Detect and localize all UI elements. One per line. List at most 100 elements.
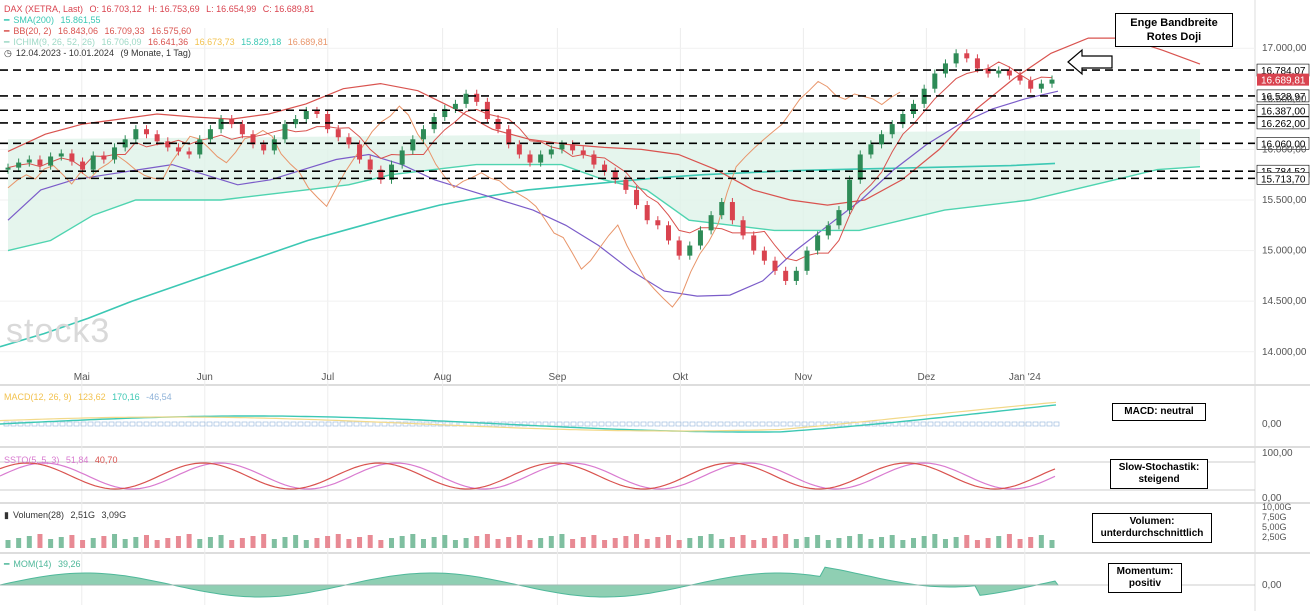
volume-bar [985,538,991,548]
volume-bar [740,535,746,548]
level-label: 16.262,00 [1261,119,1306,130]
volume-bar [442,535,448,548]
price-tick: 17.000,00 [1262,43,1307,54]
candle-body [772,260,778,271]
volume-axis-label: 7,50G [1262,512,1287,522]
macd-histogram-bar [927,421,934,427]
volume-bar [271,539,277,548]
candle-body [16,162,22,168]
macd-histogram-bar [304,421,311,427]
volume-axis-label: 2,50G [1262,532,1287,542]
macd-histogram-bar [269,421,276,427]
macd-histogram-bar [171,421,178,427]
macd-histogram-bar [654,421,661,427]
macd-histogram-bar [1039,421,1046,427]
candle-body [165,141,171,148]
candle-body [634,189,640,206]
bb-upper: 16.843,06 [57,26,99,36]
macd-histogram-bar [605,421,612,427]
candle-body [942,63,948,74]
macd-histogram-bar [395,421,402,427]
volume-bar [1038,535,1044,548]
macd-histogram-bar [745,421,752,427]
macd-histogram-bar [143,421,150,427]
macd-histogram-bar [948,421,955,427]
volume-bar [836,538,842,548]
volume-bar [591,535,597,548]
candle-body [751,235,757,251]
candle-body [729,202,735,221]
macd-histogram-bar [738,421,745,427]
candle-body [335,129,341,138]
macd-histogram-bar [227,421,234,427]
bb-lower-line [7,90,1059,297]
volume-bar [282,537,288,548]
candle-body [357,144,363,160]
bb-lower: 16.575,60 [151,26,192,36]
volume-bar [655,537,661,548]
candle-body [218,119,224,130]
macd-histogram-bar [73,421,80,427]
volume-bar [69,535,75,548]
volume-bar [538,538,544,548]
month-label: Okt [673,372,689,383]
volume-bar [112,534,118,548]
macd-histogram-bar [276,421,283,427]
macd-histogram-bar [717,421,724,427]
macd-histogram-bar [724,421,731,427]
macd-histogram-bar [241,421,248,427]
volume-bar [101,536,107,548]
candle-body [271,139,277,151]
kijun-line [7,163,1201,252]
mom-label: MOM(14) [13,559,52,569]
volume-bar [1017,539,1023,548]
candle-body [655,220,661,226]
candle-body [591,154,597,165]
candle-body [143,129,149,135]
candle-body [474,93,480,102]
callout-volume: Volumen: unterdurchschnittlich [1092,513,1212,543]
volume-axis-label: 5,00G [1262,522,1287,532]
ohlc-high: H: 16.753,69 [148,4,200,14]
candle-body [538,154,544,163]
candle-body [857,154,863,180]
candle-body [399,150,405,165]
candle-body [229,119,235,125]
level-label: 16.784,07 [1261,66,1306,77]
candle-body [314,110,320,114]
macd-histogram-bar [577,421,584,427]
macd-histogram-bar [318,421,325,427]
macd-histogram-bar [913,421,920,427]
macd-histogram-bar [962,421,969,427]
candle-body [346,137,352,145]
volume-label: Volumen(28) [12,510,64,520]
macd-histogram-bar [801,421,808,427]
macd-histogram-bar [1025,421,1032,427]
macd-histogram-bar [248,421,255,427]
macd-histogram-bar [87,421,94,427]
stoch-k-line [0,462,1056,490]
volume-bar [708,534,714,548]
candle-body [761,250,767,261]
volume-bar [879,537,885,548]
ohlc-close: C: 16.689,81 [262,4,315,14]
macd-histogram-bar [766,421,773,427]
macd-histogram-bar [325,421,332,427]
macd-histogram-bar [157,421,164,427]
legend-instrument: DAX (XETRA, Last) O: 16.703,12 H: 16.753… [4,4,332,15]
date-period: (9 Monate, 1 Tag) [120,48,191,58]
volume-bar [48,539,54,548]
macd-v3: -46,54 [146,392,172,402]
macd-v2: 170,16 [112,392,140,402]
legend-bb: ━ BB(20, 2) 16.843,06 16.709,33 16.575,60 [4,26,192,36]
macd-histogram-bar [808,421,815,427]
macd-histogram-bar [283,421,290,427]
macd-panel: 0,00 [0,401,1282,433]
macd-histogram-bar [787,421,794,427]
candle-body [463,93,469,104]
volume-bar [474,536,480,548]
price-axis: 17.000,00 16.500,00 16.000,00 15.500,00 15.0… [1262,43,1307,358]
macd-histogram-bar [1046,421,1053,427]
volume-bar [335,534,341,548]
candle-body [1017,75,1023,81]
